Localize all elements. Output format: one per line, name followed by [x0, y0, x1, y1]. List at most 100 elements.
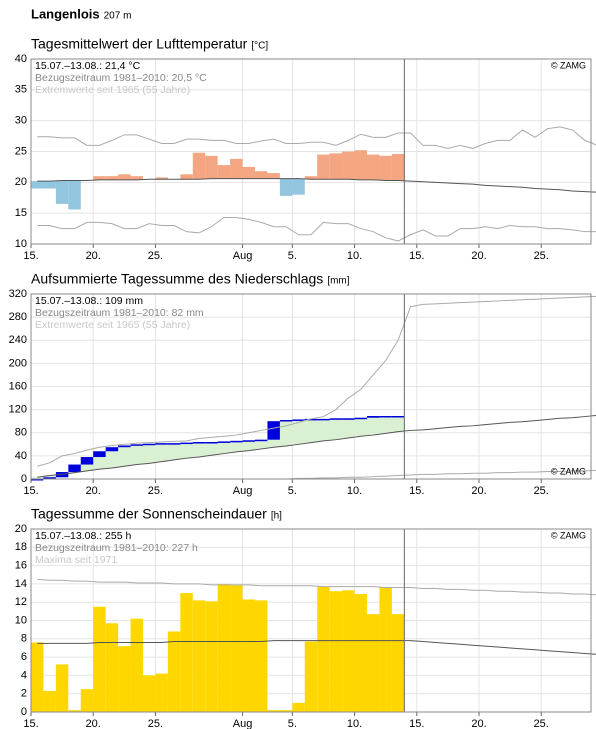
plot-frame — [30, 528, 592, 713]
bar — [230, 158, 243, 179]
bar — [118, 445, 131, 448]
y-tick-label: 35 — [15, 84, 27, 96]
bar — [192, 600, 206, 712]
bar — [143, 675, 156, 712]
bar — [93, 606, 106, 712]
x-tick-label: 15. — [409, 718, 424, 729]
chart: Tagesmittelwert der Lufttemperatur [°C] 10… — [15, 36, 596, 262]
bar — [80, 689, 94, 712]
bar — [342, 151, 355, 180]
bar — [317, 418, 330, 421]
bar — [130, 444, 143, 446]
x-tick-label: Aug — [233, 250, 253, 262]
line — [37, 415, 596, 478]
bar — [255, 439, 268, 442]
bar — [230, 440, 243, 443]
bar — [105, 176, 119, 180]
note: 15.07.–13.08.: 109 mm — [35, 295, 143, 307]
bar — [205, 601, 218, 712]
bar — [105, 623, 119, 712]
note: 15.07.–13.08.: 21,4 °C — [35, 60, 141, 72]
line — [37, 295, 596, 467]
bar — [255, 600, 268, 712]
bar — [279, 710, 293, 712]
x-tick-label: 20. — [471, 485, 486, 497]
bar — [354, 150, 367, 180]
bar — [242, 599, 255, 712]
bar — [279, 178, 293, 196]
y-tick-label: 30 — [15, 115, 27, 127]
bar — [31, 479, 44, 481]
bar — [118, 646, 131, 712]
bar — [155, 177, 168, 180]
y-tick-label: 10 — [15, 238, 27, 250]
y-tick-label: 2 — [21, 688, 27, 700]
bar — [304, 176, 318, 180]
line — [37, 126, 596, 149]
note: Bezugszeitraum 1981–2010: 227 h — [35, 542, 198, 554]
bar — [105, 447, 119, 452]
x-tick-label: 15. — [409, 485, 424, 497]
x-tick-label: 20. — [86, 485, 101, 497]
x-tick-label: 15. — [23, 485, 38, 497]
x-tick-label: 5. — [288, 250, 297, 262]
x-tick-label: Aug — [233, 718, 253, 729]
bar — [118, 174, 131, 180]
chart-unit: [mm] — [327, 276, 349, 287]
bar — [217, 583, 231, 712]
y-tick-label: 200 — [9, 357, 27, 369]
x-tick-label: 25. — [534, 485, 549, 497]
bar — [255, 171, 268, 179]
x-tick-label: 10. — [347, 250, 362, 262]
y-tick-label: 320 — [9, 288, 27, 300]
bar — [391, 614, 405, 712]
note: Bezugszeitraum 1981–2010: 82 mm — [35, 307, 204, 319]
bar — [354, 417, 367, 420]
bar — [242, 166, 255, 179]
copyright: © ZAMG — [551, 60, 586, 70]
bar — [43, 690, 56, 712]
chart-title: Tagessumme der Sonnenscheindauer — [31, 506, 267, 522]
bar — [317, 154, 330, 180]
bar — [317, 586, 330, 712]
bar — [267, 421, 280, 440]
bar — [68, 180, 81, 210]
bar — [379, 587, 392, 712]
bar — [342, 418, 355, 420]
bar — [379, 155, 392, 181]
y-tick-label: 120 — [9, 404, 27, 416]
bar — [68, 710, 81, 712]
bar — [379, 415, 392, 418]
bar — [367, 154, 380, 180]
line — [37, 578, 596, 596]
bar — [155, 673, 168, 712]
note: Maxima seit 1971 — [35, 554, 117, 566]
x-tick-label: 25. — [148, 250, 163, 262]
bar — [55, 180, 69, 204]
x-tick-label: 20. — [86, 718, 101, 729]
bar — [180, 593, 193, 712]
bar — [68, 464, 81, 473]
y-tick-label: 14 — [15, 578, 27, 590]
bar — [155, 443, 168, 445]
bar — [192, 442, 206, 444]
y-tick-label: 16 — [15, 560, 27, 572]
bar — [279, 420, 293, 422]
note: Bezugszeitraum 1981–2010: 20,5 °C — [35, 72, 207, 84]
chart: Tagessumme der Sonnenscheindauer [h] 0 2 4 6 8… — [15, 506, 596, 729]
y-tick-label: 80 — [15, 427, 27, 439]
bar — [342, 590, 355, 712]
note: Extremwerte seit 1965 (55 Jahre) — [35, 319, 190, 331]
bar — [242, 440, 255, 442]
y-tick-label: 25 — [15, 145, 27, 157]
y-tick-label: 20 — [15, 523, 27, 535]
bar — [292, 419, 305, 421]
bar — [367, 415, 380, 418]
y-tick-label: 12 — [15, 596, 27, 608]
bar — [354, 593, 367, 712]
x-tick-label: 10. — [347, 485, 362, 497]
x-tick-label: 25. — [148, 485, 163, 497]
x-tick-label: 25. — [534, 718, 549, 729]
